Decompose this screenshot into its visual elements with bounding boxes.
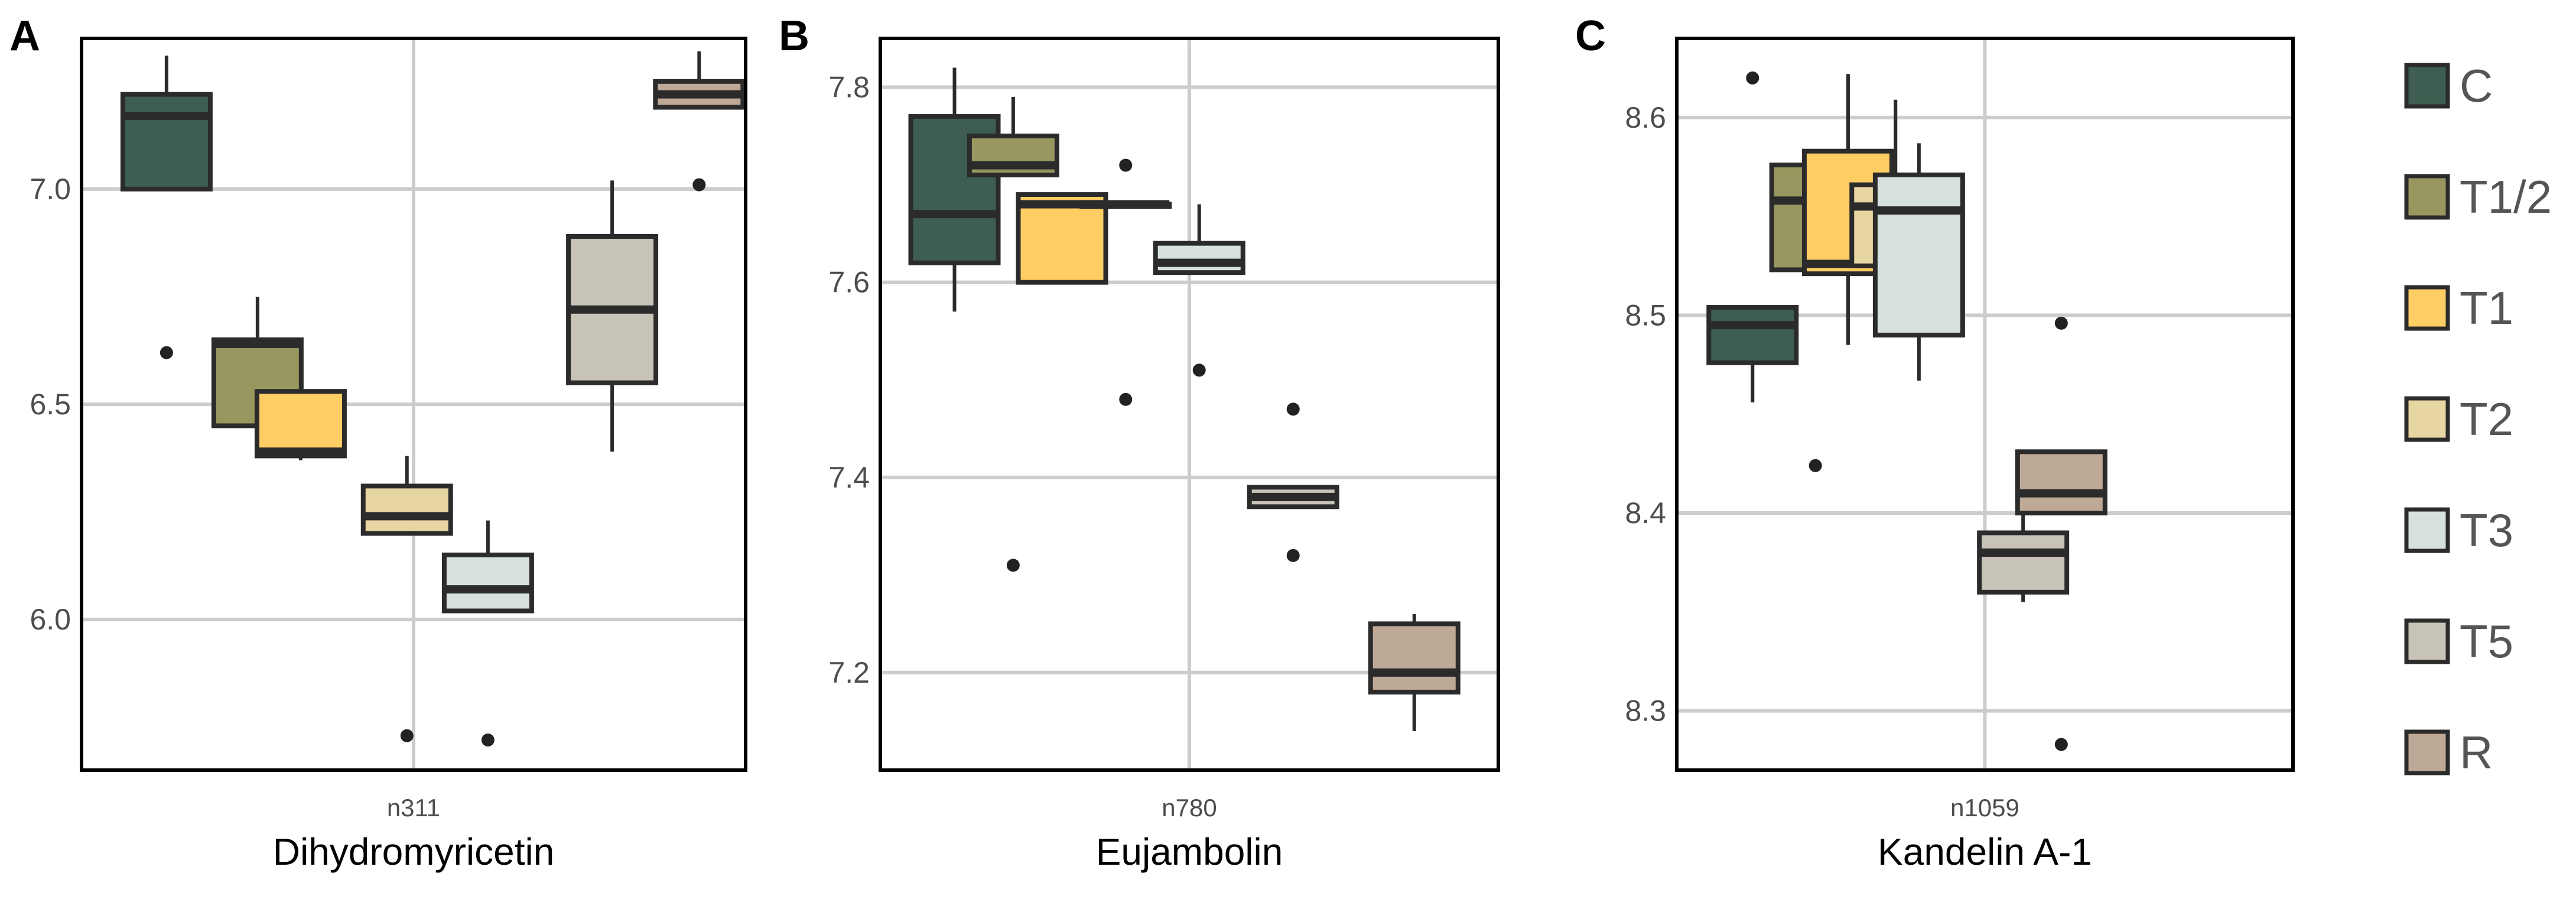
legend-label: T1/2 xyxy=(2460,171,2552,223)
legend-label: T1 xyxy=(2460,282,2513,334)
outlier-point xyxy=(1286,549,1300,562)
panel-B: 7.2 7.4 7.6 7.8 n780 Eujambolin B xyxy=(779,12,1500,873)
legend-label: T5 xyxy=(2460,615,2513,667)
y-tick-label: 7.0 xyxy=(30,173,71,206)
legend-label: C xyxy=(2460,60,2493,112)
outlier-point xyxy=(481,734,495,747)
plot-frame xyxy=(879,37,1500,772)
legend-item-T1/2: T1/2 xyxy=(2404,171,2552,223)
box-body xyxy=(1872,172,1965,337)
legend-label: T3 xyxy=(2460,504,2513,556)
legend-item-C: C xyxy=(2404,60,2493,112)
legend-item-T3: T3 xyxy=(2404,504,2513,556)
outlier-point xyxy=(2054,316,2068,330)
legend-swatch xyxy=(2404,63,2450,109)
box-T3 xyxy=(1872,143,1965,381)
panel-C: 8.3 8.4 8.5 8.6 n1059 Kandelin A-1 C xyxy=(1575,12,2295,873)
y-tick-label: 8.6 xyxy=(1625,101,1666,134)
box-R xyxy=(2015,316,2107,751)
legend-item-T5: T5 xyxy=(2404,615,2513,667)
box-body xyxy=(908,114,1001,265)
legend-item-R: R xyxy=(2404,726,2493,778)
plot-frame xyxy=(80,37,747,772)
box-T1 xyxy=(1016,192,1108,285)
box-T1 xyxy=(254,348,347,460)
y-tick-label: 7.4 xyxy=(828,461,870,494)
box-body xyxy=(2015,449,2107,516)
box-C xyxy=(908,67,1001,312)
box-C xyxy=(1706,71,1799,403)
box-T1/2 xyxy=(967,97,1059,572)
box-body xyxy=(1368,621,1461,694)
panel-A: 6.0 6.5 7.0 n311 Dihydromyricetin A xyxy=(9,12,747,873)
outlier-point xyxy=(1286,403,1300,416)
x-tick-label: n1059 xyxy=(1950,794,2019,822)
outlier-point xyxy=(1746,71,1759,85)
outlier-point xyxy=(160,346,173,359)
legend-label: T2 xyxy=(2460,393,2513,445)
box-body xyxy=(360,483,453,536)
legend-label: R xyxy=(2460,726,2493,778)
panel-letter: B xyxy=(779,12,809,60)
outlier-point xyxy=(692,178,706,192)
box-body xyxy=(1706,305,1799,365)
box-R xyxy=(653,51,746,192)
box-R xyxy=(1368,614,1461,731)
box-body xyxy=(1016,192,1108,285)
y-tick-label: 6.5 xyxy=(30,388,71,421)
x-tick-label: n311 xyxy=(387,794,440,822)
outlier-point xyxy=(400,729,414,742)
plot-frame xyxy=(1675,37,2295,772)
outlier-point xyxy=(1192,364,1206,377)
box-T3 xyxy=(441,520,534,747)
y-tick-label: 7.2 xyxy=(828,656,870,689)
legend-swatch xyxy=(2404,396,2450,442)
y-tick-label: 8.3 xyxy=(1625,694,1666,728)
box-body xyxy=(120,92,213,192)
x-axis-title: Dihydromyricetin xyxy=(273,830,555,873)
legend-swatch xyxy=(2404,507,2450,553)
legend-swatch xyxy=(2404,618,2450,664)
legend-item-T2: T2 xyxy=(2404,393,2513,445)
x-axis-title: Eujambolin xyxy=(1096,830,1283,873)
panel-letter: A xyxy=(9,12,40,60)
y-tick-label: 7.8 xyxy=(828,71,870,104)
y-tick-label: 8.4 xyxy=(1625,496,1666,530)
outlier-point xyxy=(1119,392,1133,406)
x-tick-label: n780 xyxy=(1162,794,1217,822)
box-body xyxy=(254,389,347,459)
box-T2 xyxy=(360,456,453,742)
box-C xyxy=(120,56,213,359)
outlier-point xyxy=(1119,158,1133,172)
box-T2 xyxy=(1079,158,1172,406)
outlier-point xyxy=(1809,459,1822,472)
y-tick-label: 6.0 xyxy=(30,603,71,636)
panel-letter: C xyxy=(1575,12,1606,60)
legend-swatch xyxy=(2404,285,2450,331)
legend-swatch xyxy=(2404,174,2450,220)
legend-swatch xyxy=(2404,729,2450,775)
outlier-point xyxy=(1006,559,1020,572)
box-body xyxy=(1153,241,1245,275)
box-T3 xyxy=(1153,204,1245,377)
outlier-point xyxy=(2054,738,2068,751)
box-T5 xyxy=(566,180,659,452)
y-tick-label: 7.6 xyxy=(828,266,870,299)
y-tick-label: 8.5 xyxy=(1625,298,1666,332)
chart-panels: 6.06.57.0n311DihydromyricetinA7.27.47.67… xyxy=(9,12,2295,873)
box-body xyxy=(441,552,534,614)
legend: C T1/2 T1 T2 T3 T5 R xyxy=(2404,60,2552,778)
x-axis-title: Kandelin A-1 xyxy=(1878,830,2092,873)
box-T5 xyxy=(1247,403,1339,562)
legend-item-T1: T1 xyxy=(2404,282,2513,334)
box-body xyxy=(1977,530,2070,595)
